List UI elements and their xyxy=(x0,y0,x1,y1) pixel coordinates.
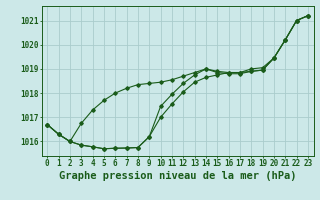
X-axis label: Graphe pression niveau de la mer (hPa): Graphe pression niveau de la mer (hPa) xyxy=(59,171,296,181)
